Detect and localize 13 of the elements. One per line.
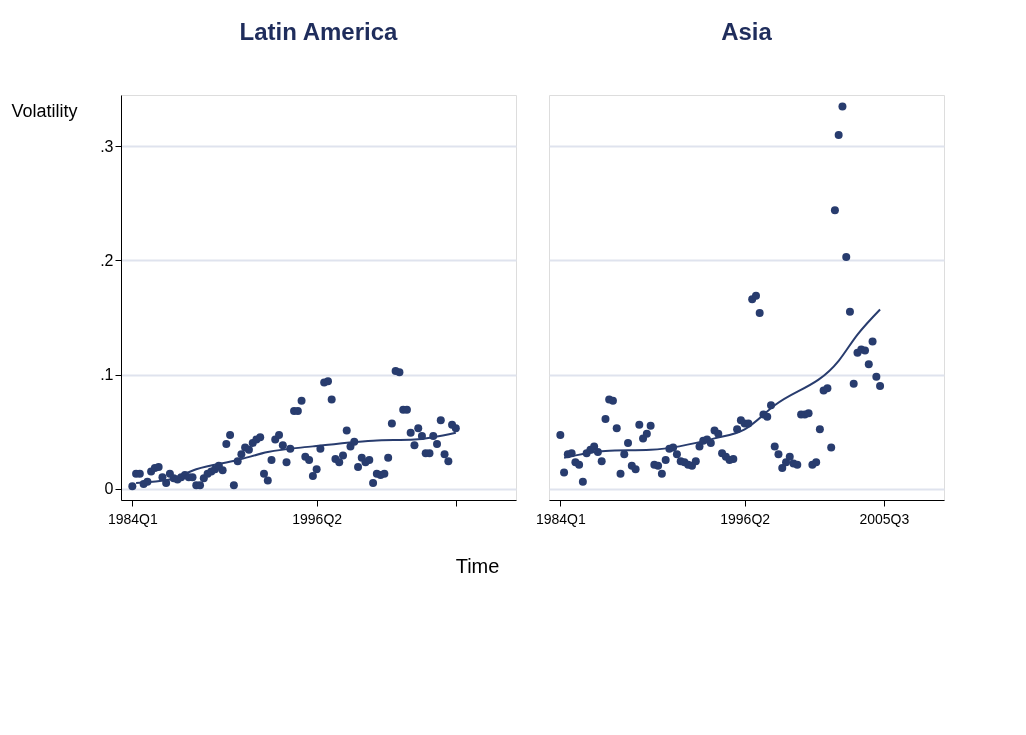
y-axis-title: Volatility (11, 100, 78, 121)
y-tick-label: 0 (104, 480, 114, 498)
y-tick-label: .2 (100, 251, 114, 269)
chart-title: Latin America (239, 18, 399, 45)
x-tick-label: 1984Q1 (535, 510, 586, 527)
y-tick-label: .3 (100, 137, 114, 155)
x-axis-title: Time (455, 554, 500, 577)
x-tick-label: 1984Q1 (107, 510, 158, 527)
chart-title: Asia (721, 18, 773, 45)
x-tick-label: 2005Q3 (859, 510, 910, 527)
y-tick-label: .1 (100, 366, 114, 384)
x-tick-label: 1996Q2 (292, 510, 343, 527)
x-tick-label: 1996Q2 (720, 510, 771, 527)
